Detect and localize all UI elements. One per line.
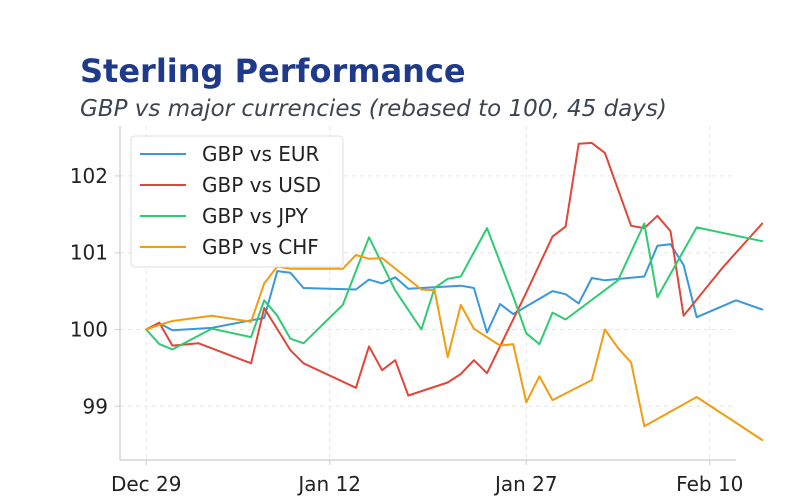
chart-title: Sterling Performance (80, 52, 466, 90)
series-line-gbp-vs-chf (145, 254, 764, 441)
chart-subtitle: GBP vs major currencies (rebased to 100,… (80, 96, 667, 122)
series-line-gbp-vs-jpy (145, 222, 764, 351)
plot-lines (145, 141, 764, 441)
x-tick-label: Jan 27 (493, 472, 558, 496)
grid-lines (120, 126, 736, 460)
y-tick-label: 100 (70, 317, 108, 341)
x-axis: Dec 29 Jan 12 Jan 27 Feb 10 (111, 459, 743, 496)
x-tick-label: Dec 29 (111, 472, 182, 496)
y-tick-label: 101 (70, 241, 108, 265)
legend: GBP vs EUR GBP vs USD GBP vs JPY GBP vs CHF (130, 135, 344, 268)
legend-box (130, 135, 344, 268)
y-tick-label: 102 (70, 164, 108, 188)
y-tick-label: 99 (83, 394, 108, 418)
series-line-gbp-vs-usd (145, 141, 764, 397)
series-line-gbp-vs-eur (145, 243, 764, 334)
x-tick-label: Feb 10 (676, 472, 743, 496)
y-axis: 99 100 101 102 (70, 126, 121, 460)
legend-label: GBP vs CHF (202, 235, 319, 259)
legend-label: GBP vs USD (202, 173, 321, 197)
legend-label: GBP vs EUR (202, 142, 320, 166)
x-tick-label: Jan 12 (296, 472, 361, 496)
legend-label: GBP vs JPY (202, 204, 309, 228)
